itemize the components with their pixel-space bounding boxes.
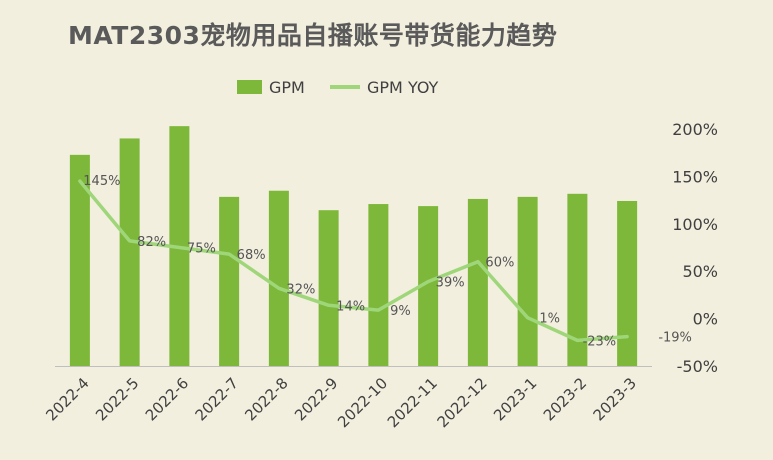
data-label-2023-1: 1% [539,312,560,327]
data-label-2022-11: 39% [436,276,465,291]
yoy-line [78,179,629,343]
x-tick-label: 2022-9 [291,374,341,424]
bar-2022-9 [318,210,339,366]
legend-bar-swatch [237,80,262,94]
x-tick-label: 2022-7 [192,374,242,424]
data-label-2022-7: 68% [237,248,266,263]
right-tick-label: 100% [672,215,718,234]
data-label-2022-12: 60% [485,256,514,271]
x-tick-label: 2023-3 [590,374,640,424]
x-tick-label: 2023-2 [540,374,590,424]
x-tick-label: 2022-4 [42,374,92,424]
right-tick-label: 0% [693,310,718,329]
x-tick-label: 2022-12 [434,374,491,431]
bar-2022-4 [69,154,90,366]
legend-bar-label: GPM [269,78,305,97]
right-tick-label: 150% [672,167,718,186]
x-tick-label: 2022-6 [142,374,192,424]
bar-2022-11 [418,206,439,366]
data-label-2022-4: 145% [83,174,120,189]
x-tick-label: 2023-1 [490,374,540,424]
data-label-2022-8: 32% [286,282,315,297]
data-label-2023-2: -23% [583,334,617,349]
legend-line-label: GPM YOY [367,78,439,97]
x-tick-label: 2022-10 [334,374,391,431]
bar-2022-7 [219,196,240,366]
bar-2023-1 [517,196,538,366]
bar-2022-10 [368,204,389,366]
bar-2022-12 [467,198,488,366]
chart-title: MAT2303宠物用品自播账号带货能力趋势 [68,21,558,50]
data-label-2022-5: 82% [137,235,166,250]
data-label-2022-6: 75% [187,242,216,257]
right-tick-label: 200% [672,120,718,139]
x-tick-label: 2022-11 [384,374,441,431]
bar-2023-2 [567,193,588,366]
bar-2022-5 [119,138,140,366]
data-label-2022-10: 9% [390,304,411,319]
bar-2023-3 [617,200,638,366]
data-label-2023-3: -19% [658,331,692,346]
x-tick-label: 2022-5 [92,374,142,424]
right-tick-label: -50% [677,357,718,376]
x-tick-label: 2022-8 [241,374,291,424]
right-tick-label: 50% [682,262,718,281]
data-label-2022-9: 14% [336,299,365,314]
bar-2022-8 [268,190,289,366]
